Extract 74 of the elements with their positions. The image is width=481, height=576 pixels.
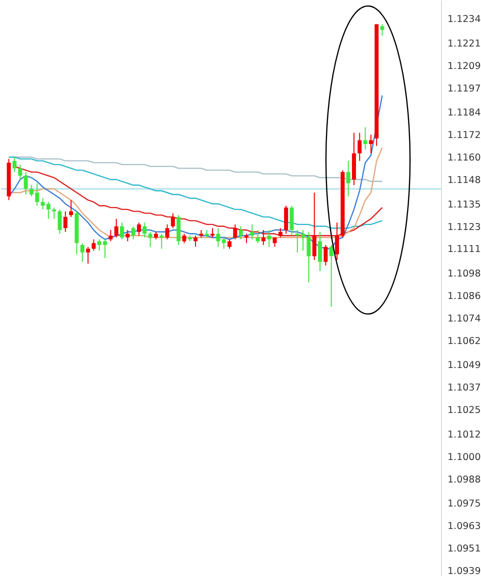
candlestick — [136, 222, 141, 236]
y-tick-label: 1.1037 — [448, 382, 481, 394]
y-tick-label: 1.1221 — [448, 38, 481, 50]
candlestick — [160, 233, 164, 250]
candlestick — [272, 237, 277, 248]
candlestick — [120, 222, 124, 240]
candlestick — [58, 208, 62, 234]
candlestick — [346, 160, 350, 197]
candlestick — [18, 164, 22, 180]
candlestick — [244, 233, 248, 244]
candlestick — [142, 222, 147, 238]
y-tick-label: 1.1172 — [448, 130, 481, 142]
candlestick — [380, 24, 384, 36]
candlestick — [368, 134, 373, 154]
y-tick-label: 1.1135 — [448, 199, 481, 210]
y-tick-label: 1.0963 — [448, 521, 481, 532]
y-tick-label: 1.0951 — [448, 543, 481, 554]
candlestick — [306, 231, 311, 283]
candlestick — [324, 244, 328, 266]
candlestick — [92, 238, 96, 252]
candlestick — [114, 218, 118, 238]
y-tick-label: 1.1160 — [448, 152, 481, 164]
y-tick-label: 1.1184 — [448, 108, 481, 119]
candlestick — [165, 224, 170, 240]
candlestick — [12, 156, 16, 173]
y-tick-label: 1.1111 — [448, 244, 481, 256]
candlestick — [334, 222, 339, 260]
candlestick — [261, 230, 266, 246]
candlestick — [238, 226, 243, 240]
candlestick — [363, 126, 368, 150]
candlestick — [148, 231, 152, 248]
candlestick — [222, 237, 226, 250]
candlestick — [312, 192, 316, 260]
candlestick — [256, 230, 260, 244]
candlestick — [194, 235, 198, 248]
candlestick — [69, 200, 74, 218]
y-tick-label: 1.1000 — [448, 452, 481, 463]
candlestick — [290, 205, 294, 236]
candlestick — [170, 212, 175, 229]
candlestick — [233, 224, 238, 240]
candlestick — [80, 242, 84, 262]
y-tick-label: 1.1098 — [448, 268, 481, 280]
candlestick — [108, 230, 113, 242]
y-tick-label: 1.1086 — [448, 290, 481, 302]
candlestick — [227, 238, 232, 250]
candlestick — [86, 246, 90, 264]
y-tick-label: 1.1209 — [448, 60, 481, 72]
y-tick-label: 1.1049 — [448, 360, 481, 372]
candlestick — [278, 228, 282, 238]
candlestick — [267, 230, 272, 248]
y-tick-label: 1.0939 — [448, 566, 481, 576]
candlestick — [358, 132, 362, 162]
candlestick — [216, 228, 220, 248]
candlestick — [24, 172, 28, 195]
y-tick-label: 1.0975 — [448, 498, 481, 510]
y-tick-label: 1.1123 — [448, 222, 481, 233]
candlestick — [182, 233, 186, 244]
y-tick-label: 1.1234 — [448, 14, 481, 26]
y-tick-label: 1.1148 — [448, 175, 481, 186]
y-tick-label: 1.0988 — [448, 474, 481, 486]
candlestick — [329, 244, 334, 308]
y-tick-label: 1.1025 — [448, 405, 481, 416]
candlestick — [284, 205, 288, 234]
candlestick — [131, 226, 136, 240]
y-tick-label: 1.1062 — [448, 336, 481, 347]
line-series — [8, 156, 383, 229]
candlestick — [250, 224, 254, 240]
y-tick-label: 1.1074 — [448, 313, 481, 324]
candlestick — [318, 231, 322, 272]
y-tick-label: 1.1197 — [448, 83, 481, 94]
candlestick — [126, 230, 130, 242]
y-tick-label: 1.1012 — [448, 429, 481, 440]
candlestick — [52, 207, 56, 220]
candlestick — [63, 210, 68, 232]
